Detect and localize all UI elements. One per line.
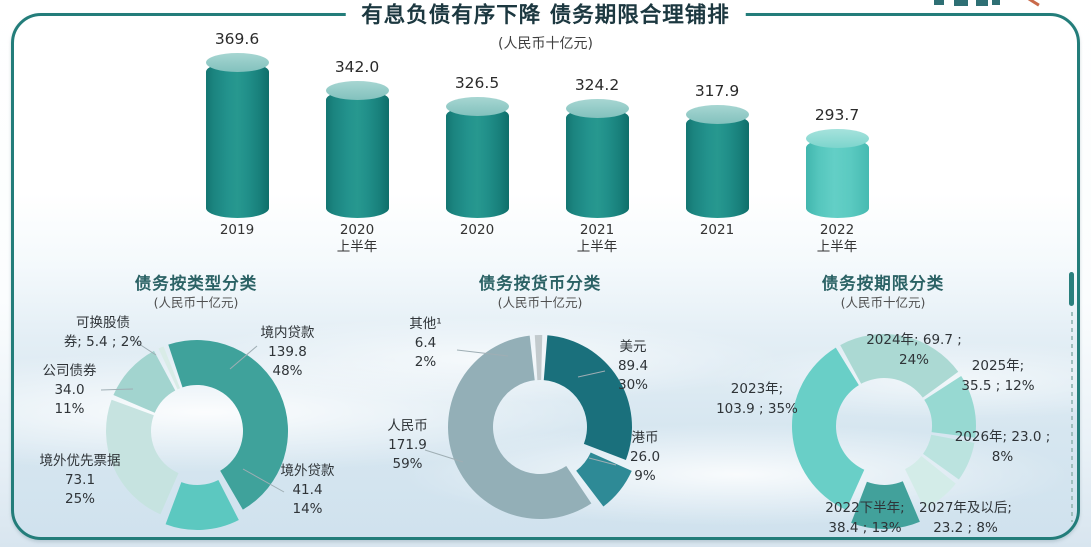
label-others: 其他¹ 6.4 2% xyxy=(409,316,442,370)
label-rmb: 人民币 171.9 59% xyxy=(387,418,428,472)
donut-type-title: 债务按类型分类 xyxy=(134,274,258,293)
bar-category: 2020 上半年 xyxy=(336,222,378,255)
bar-column-2019: 369.6 2019 xyxy=(177,28,297,238)
bar-category: 2021 上半年 xyxy=(576,222,618,255)
bar-value: 317.9 xyxy=(694,82,740,101)
bar-value: 326.5 xyxy=(454,73,500,92)
logo-fragment xyxy=(992,0,1000,5)
label-2023: 2023年; 103.9 ; 35% xyxy=(716,381,798,417)
donut-currency-title: 债务按货币分类 xyxy=(478,274,602,293)
bar-value: 342.0 xyxy=(334,58,380,76)
bar-column-2021: 317.9 2021 xyxy=(657,28,777,238)
bar-cylinder xyxy=(685,105,749,218)
bar-column-2021h1: 324.2 2021 上半年 xyxy=(537,28,657,255)
label-usd: 美元 89.4 30% xyxy=(617,339,649,393)
bar-value: 293.7 xyxy=(814,106,860,125)
label-convertible-bonds: 可换股债 券; 5.4 ; 2% xyxy=(63,315,143,350)
bar-category: 2022 上半年 xyxy=(816,222,858,255)
brand-logo-cropped xyxy=(930,0,1050,9)
label-offshore-loans: 境外贷款 41.4 14% xyxy=(280,463,335,517)
bar-column-2020h1: 342.0 2020 上半年 xyxy=(297,28,417,255)
donut-currency-unit: (人民币十亿元) xyxy=(497,295,583,310)
bar-cylinder xyxy=(445,96,509,218)
label-domestic-loans: 境内贷款 139.8 48% xyxy=(260,325,315,379)
logo-fragment xyxy=(1026,0,1040,7)
bar-category: 2020 xyxy=(459,222,495,238)
page-title: 有息负债有序下降 债务期限合理铺排 xyxy=(345,1,746,31)
logo-fragment xyxy=(976,0,988,6)
label-senior-notes: 境外优先票据 73.1 25% xyxy=(39,453,121,507)
label-2026: 2026年; 23.0 ; 8% xyxy=(954,429,1051,465)
bar-value: 324.2 xyxy=(574,75,620,94)
right-edge-dashed-line xyxy=(1071,312,1073,522)
bar-value: 369.6 xyxy=(214,30,260,49)
bar-column-2020: 326.5 2020 xyxy=(417,28,537,238)
label-corporate-bonds: 公司债券 34.0 11% xyxy=(42,363,97,417)
bar-cylinder xyxy=(565,98,629,218)
bar-cylinder xyxy=(325,81,389,218)
bar-column-2022h1: 293.7 2022 上半年 xyxy=(777,28,897,255)
bar-cylinder-highlight xyxy=(805,129,869,218)
page-unit-label: (人民币十亿元) xyxy=(498,36,593,52)
donut-type-unit: (人民币十亿元) xyxy=(153,295,239,310)
label-2022h2: 2022下半年; 38.4 ; 13% xyxy=(825,500,905,536)
donut-maturity-unit: (人民币十亿元) xyxy=(840,295,926,310)
logo-fragment xyxy=(954,0,968,6)
right-edge-indicator xyxy=(1069,272,1074,306)
donut-maturity-title: 债务按期限分类 xyxy=(821,274,945,293)
label-hkd: 港币 26.0 9% xyxy=(629,430,661,484)
bar-category: 2021 xyxy=(699,222,735,238)
debt-bar-chart: 369.6 2019 342.0 2020 上半年 326.5 2020 324.… xyxy=(177,28,897,255)
bar-cylinder xyxy=(205,53,269,218)
bar-category: 2019 xyxy=(219,222,255,238)
label-2025: 2025年; 35.5 ; 12% xyxy=(961,358,1035,394)
logo-fragment xyxy=(934,0,944,5)
